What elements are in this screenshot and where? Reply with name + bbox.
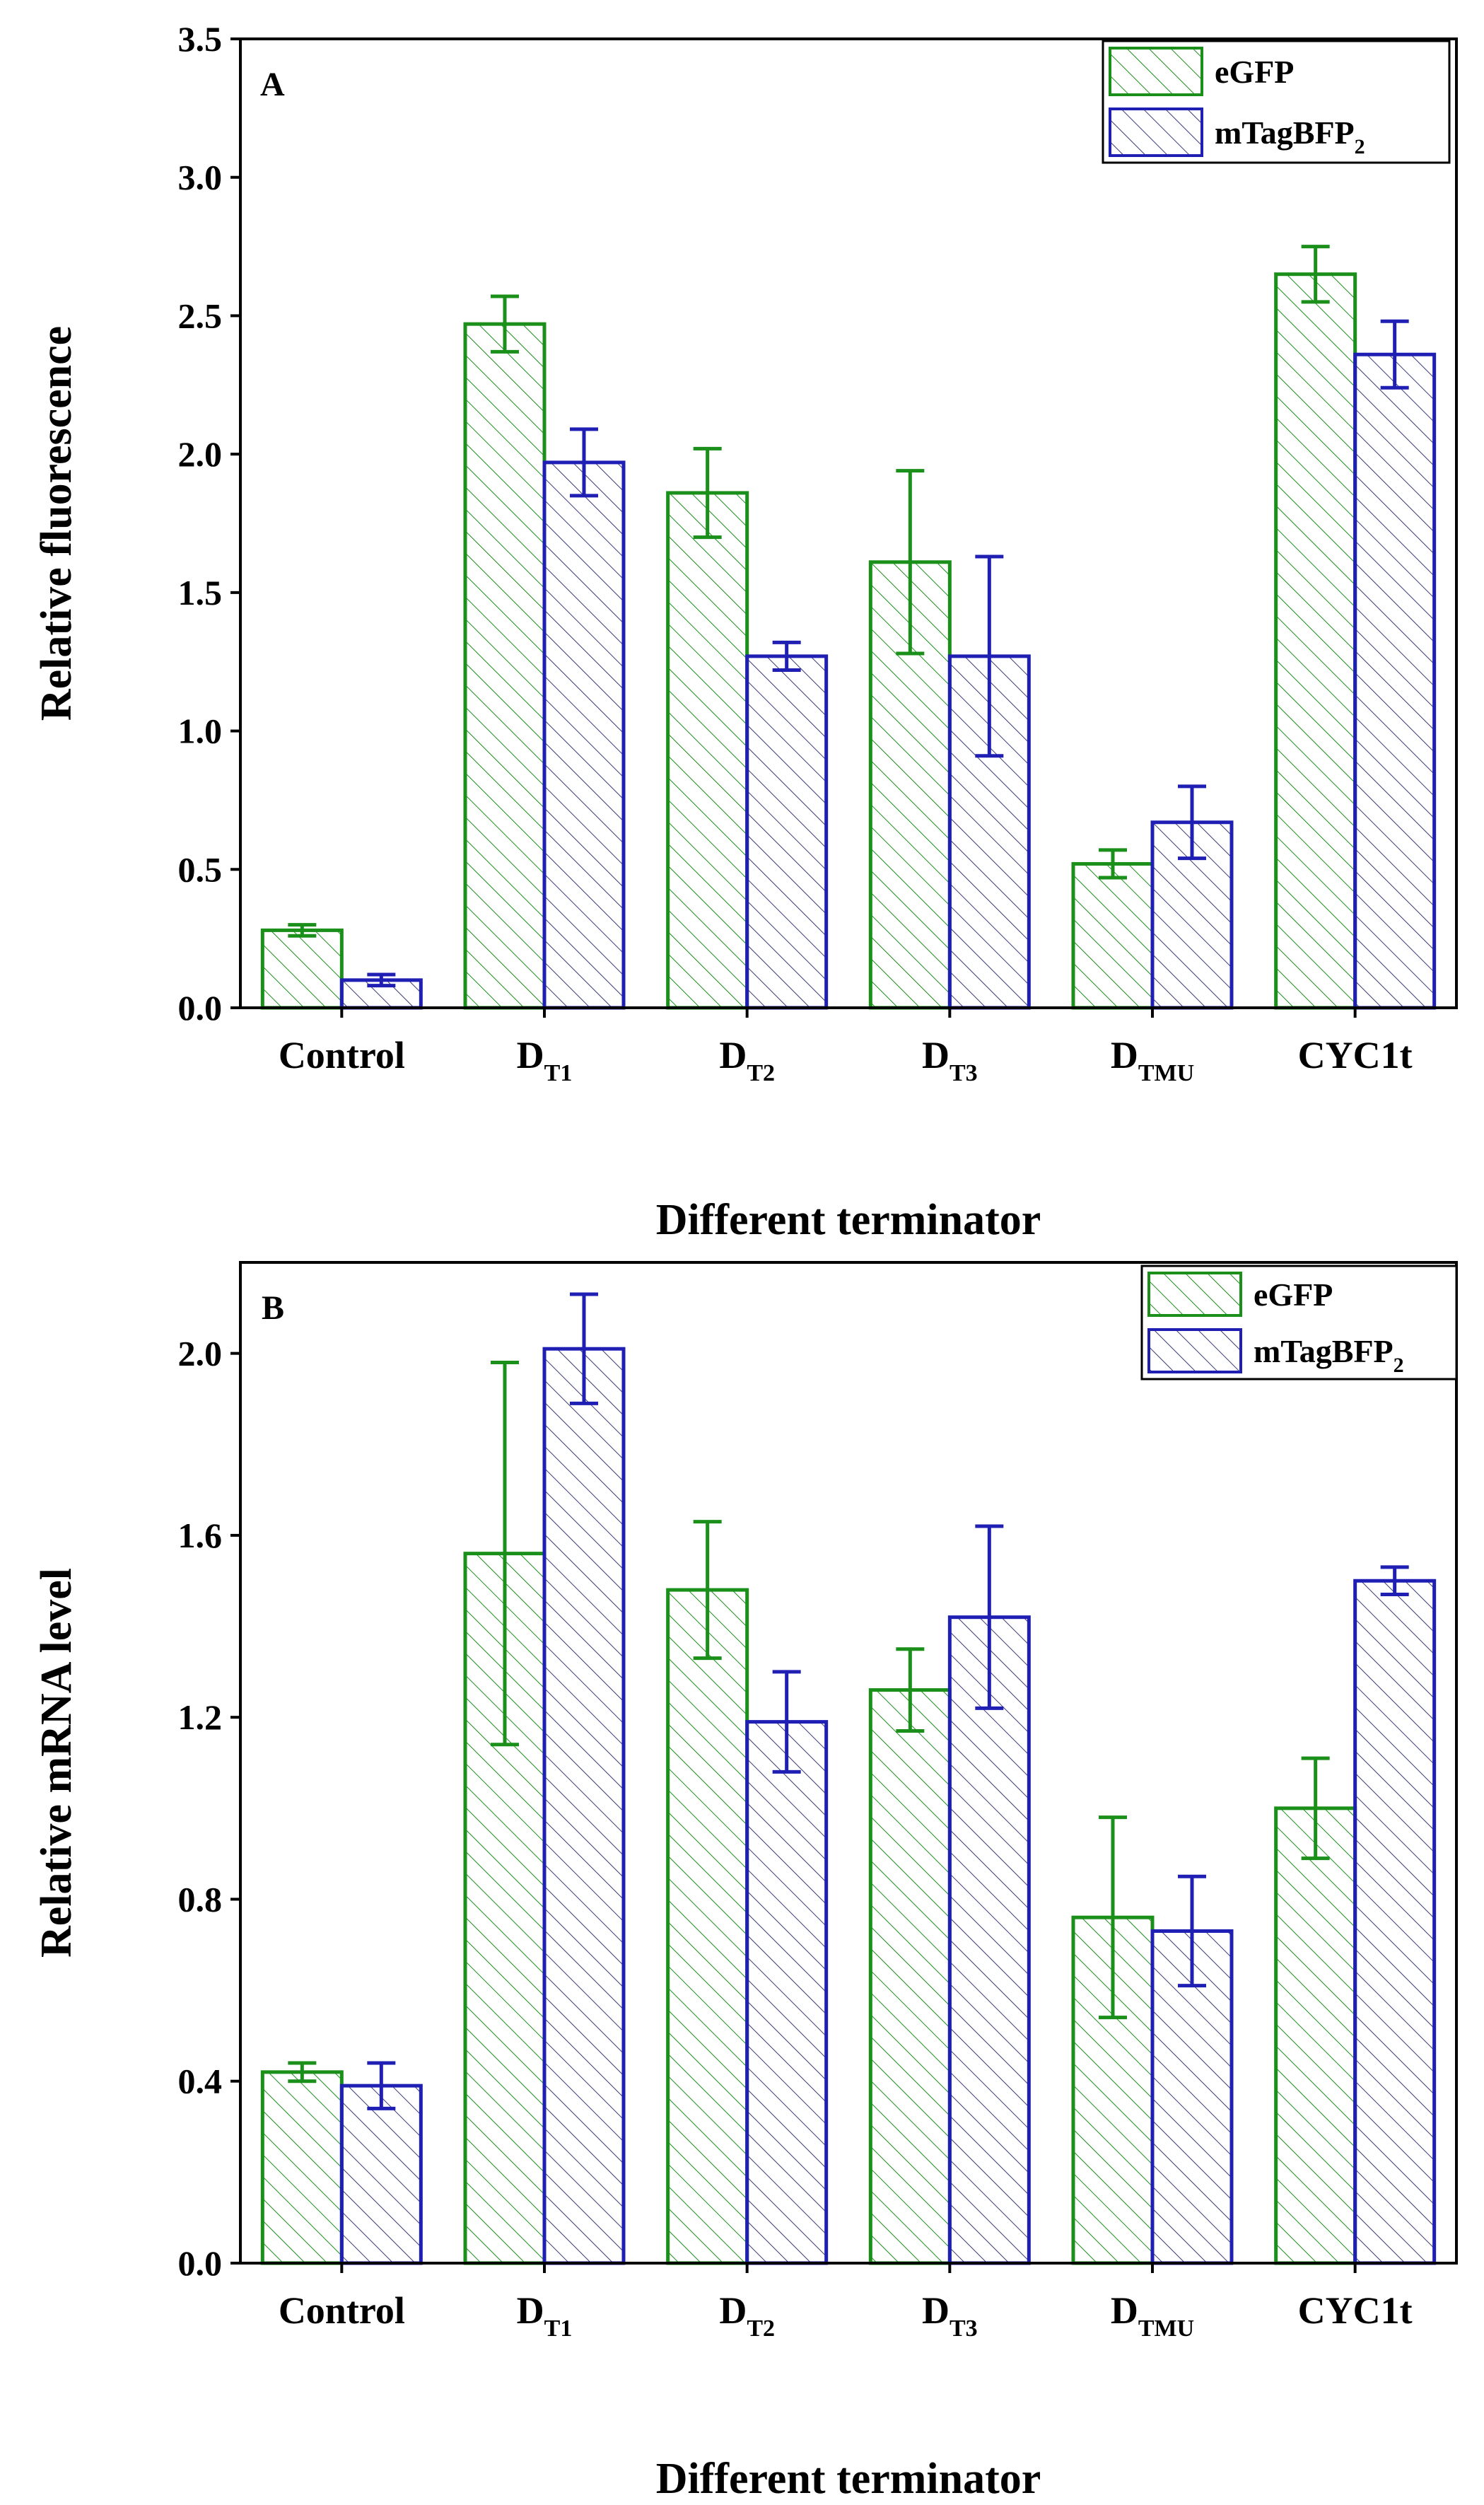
error-bar-mtagbfp2-2	[772, 1670, 801, 1774]
y-tick-label: 0.4	[178, 2062, 223, 2101]
legend-swatch-egfp	[1109, 47, 1203, 96]
error-bar-mtagbfp2-1	[570, 1292, 598, 1405]
bar-egfp-5	[1274, 272, 1357, 1010]
y-tick-label: 2.5	[178, 296, 223, 335]
legend-swatch-mtagbfp2	[1147, 1328, 1242, 1373]
legend-b: eGFP mTagBFP2	[1140, 1265, 1458, 1381]
plot-frame-a	[239, 37, 1458, 1009]
bar-egfp-1	[463, 322, 547, 1010]
error-bars-a	[288, 245, 1409, 988]
y-ticks-a: 0.0 0.5 1.0 1.5 2.0 2.5 3.0 3.5	[178, 19, 240, 1028]
x-tick-label: CYC1t	[1298, 1034, 1413, 1076]
x-axis-label-a: Different terminator	[656, 1196, 1041, 1244]
x-tick-label: DT2	[719, 2289, 775, 2342]
x-ticks-b: Control DT1 DT2 DT3 DTMU CYC1t	[279, 2263, 1413, 2342]
y-tick-label: 1.6	[178, 1516, 223, 1555]
bar-egfp-2	[666, 491, 749, 1010]
y-tick-label: 3.0	[178, 158, 223, 197]
y-tick-label: 3.5	[178, 19, 223, 59]
x-tick-label: DTMU	[1111, 1034, 1194, 1086]
error-bars-b	[288, 1292, 1409, 2110]
legend-label-egfp: eGFP	[1215, 54, 1294, 90]
error-bar-egfp-5	[1301, 245, 1330, 304]
chart-panel-b: 0.00.40.81.21.62.0 Control DT1 DT2 DT3 DTMU C…	[33, 1261, 1458, 2503]
x-tick-label: DT3	[922, 2289, 978, 2342]
x-tick-label: CYC1t	[1298, 2289, 1413, 2332]
error-bar-mtagbfp2-3	[975, 554, 1004, 758]
bars-b	[260, 1347, 1437, 2265]
error-bar-egfp-5	[1301, 1756, 1330, 1861]
y-tick-label: 2.0	[178, 1334, 223, 1373]
y-ticks-b: 0.0 0.4 0.8 1.2 1.6 2.0	[178, 1334, 240, 2283]
bar-mtagbfp2-2	[745, 1720, 829, 2265]
bar-mtagbfp2-1	[542, 1347, 626, 2265]
error-bar-mtagbfp2-3	[975, 1524, 1004, 1710]
x-ticks-a: Control DT1 DT2 DT3 DTMU CYC1t	[279, 1008, 1413, 1086]
bar-mtagbfp2-3	[947, 1615, 1031, 2265]
error-bar-mtagbfp2-1	[570, 427, 598, 498]
bar-egfp-2	[666, 1588, 749, 2265]
bar-egfp-0	[260, 928, 344, 1010]
legend-swatch-mtagbfp2	[1109, 107, 1203, 157]
x-tick-label: Control	[279, 2289, 405, 2332]
error-bar-mtagbfp2-4	[1178, 784, 1206, 861]
error-bar-mtagbfp2-2	[772, 640, 801, 672]
error-bar-egfp-3	[896, 1647, 925, 1733]
bar-mtagbfp2-0	[339, 2083, 423, 2265]
x-tick-label: DTMU	[1111, 2289, 1194, 2342]
bar-egfp-0	[260, 2070, 344, 2265]
y-axis-label-b: Relative mRNA level	[33, 1568, 81, 1958]
bar-mtagbfp2-4	[1150, 820, 1234, 1010]
y-tick-label: 0.8	[178, 1879, 223, 1919]
error-bar-mtagbfp2-5	[1380, 1565, 1409, 1597]
y-tick-label: 1.5	[178, 573, 223, 612]
x-tick-label: DT3	[922, 1034, 978, 1086]
y-tick-label: 0.0	[178, 988, 223, 1028]
bar-mtagbfp2-2	[745, 654, 829, 1010]
x-tick-label: Control	[279, 1034, 405, 1076]
error-bar-egfp-4	[1099, 848, 1127, 880]
plot-frame-b	[239, 1261, 1458, 2265]
x-axis-label-b: Different terminator	[656, 2455, 1041, 2503]
panel-label-b: B	[262, 1289, 284, 1327]
bar-egfp-5	[1274, 1806, 1357, 2265]
chart-panel-a: 0.0 0.5 1.0 1.5 2.0 2.5 3.0 3.5 Control DT1 DT2 DT…	[33, 19, 1458, 1244]
legend-label-mtagbfp2: mTagBFP2	[1215, 115, 1365, 158]
error-bar-mtagbfp2-0	[367, 972, 396, 988]
y-tick-label: 1.0	[178, 711, 223, 751]
legend-label-mtagbfp2: mTagBFP2	[1254, 1333, 1404, 1377]
x-tick-label: DT2	[719, 1034, 775, 1086]
y-tick-label: 0.5	[178, 849, 223, 889]
bar-egfp-4	[1071, 861, 1155, 1010]
legend-swatch-egfp	[1147, 1272, 1242, 1317]
error-bar-mtagbfp2-5	[1380, 319, 1409, 390]
error-bar-egfp-3	[896, 469, 925, 656]
error-bar-egfp-2	[693, 446, 722, 540]
bars-a	[260, 272, 1437, 1010]
bar-egfp-3	[868, 1688, 952, 2265]
error-bar-egfp-4	[1099, 1815, 1127, 2020]
x-tick-label: DT1	[517, 1034, 573, 1086]
error-bar-mtagbfp2-0	[367, 2061, 396, 2110]
legend-a: eGFP mTagBFP2	[1102, 40, 1451, 164]
bar-mtagbfp2-1	[542, 460, 626, 1010]
panel-label-a: A	[260, 66, 285, 103]
error-bar-mtagbfp2-4	[1178, 1874, 1206, 1988]
y-tick-label: 2.0	[178, 434, 223, 474]
legend-label-egfp: eGFP	[1254, 1277, 1333, 1313]
bar-mtagbfp2-5	[1353, 352, 1437, 1010]
error-bar-egfp-2	[693, 1520, 722, 1661]
error-bar-egfp-1	[491, 294, 519, 354]
error-bar-egfp-0	[288, 923, 317, 938]
bar-mtagbfp2-5	[1353, 1579, 1437, 2265]
y-tick-label: 0.0	[178, 2243, 223, 2283]
y-tick-label: 1.2	[178, 1697, 223, 1737]
x-tick-label: DT1	[517, 2289, 573, 2342]
error-bar-egfp-1	[491, 1361, 519, 1747]
error-bar-egfp-0	[288, 2061, 317, 2083]
y-axis-label-a: Relative fluorescence	[33, 326, 81, 721]
